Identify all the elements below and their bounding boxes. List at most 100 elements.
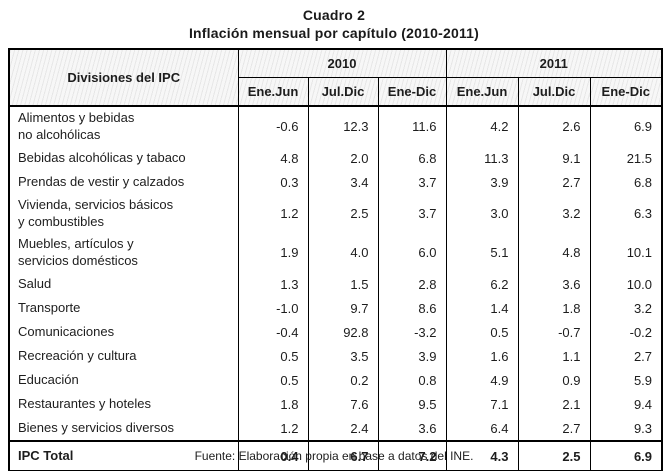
value-cell: 1.8 [517, 296, 590, 320]
period-header-row: Ene.Jun Jul.Dic Ene-Dic Ene.Jun Jul.Dic … [9, 77, 663, 107]
table-header: Divisiones del IPC 2010 2011 Ene.Jun Jul… [9, 49, 663, 107]
table-row: Vivienda, servicios básicos y combustibl… [9, 194, 663, 233]
value-cell: 3.7 [377, 194, 446, 233]
inflation-table: Divisiones del IPC 2010 2011 Ene.Jun Jul… [8, 48, 664, 471]
value-cell: -1.0 [237, 296, 308, 320]
value-cell: 3.4 [307, 170, 378, 194]
value-cell: 9.4 [589, 392, 663, 416]
value-cell: 10.1 [589, 233, 663, 272]
value-cell: 3.5 [307, 344, 378, 368]
value-cell: 0.5 [237, 344, 308, 368]
table-row: Bienes y servicios diversos 1.2 2.4 3.6 6.4 2… [9, 416, 663, 441]
value-cell: 3.2 [517, 194, 590, 233]
table-row: Bebidas alcohólicas y tabaco 4.8 2.0 6.8 11.… [9, 146, 663, 170]
row-label: Recreación y cultura [18, 347, 137, 363]
value-cell: 2.7 [589, 344, 663, 368]
value-cell: 1.2 [237, 194, 308, 233]
total-value-cell: 2.5 [517, 440, 590, 471]
value-cell: 2.8 [377, 272, 446, 296]
table-row: Educación 0.5 0.2 0.8 4.9 0.9 5.9 [9, 368, 663, 392]
value-cell: 1.5 [307, 272, 378, 296]
value-cell: 6.8 [589, 170, 663, 194]
subheader-2011-enedic: Ene-Dic [589, 77, 663, 107]
value-cell: 2.7 [517, 170, 590, 194]
value-cell: 1.6 [445, 344, 518, 368]
value-cell: 6.3 [589, 194, 663, 233]
total-row-label: IPC Total [9, 440, 238, 471]
title-caption: Cuadro 2 [302, 7, 366, 23]
table-row: Salud 1.3 1.5 2.8 6.2 3.6 10.0 [9, 272, 663, 296]
value-cell: 2.6 [517, 106, 590, 146]
table-title: Cuadro 2 Inflación mensual por capítulo … [0, 0, 668, 42]
table-row: Alimentos y bebidas no alcohólicas -0.6 12… [9, 106, 663, 146]
value-cell: 7.6 [307, 392, 378, 416]
total-value-cell: 6.7 [307, 440, 378, 471]
value-cell: 4.8 [517, 233, 590, 272]
value-cell: 21.5 [589, 146, 663, 170]
row-label: Comunicaciones [18, 323, 115, 339]
row-label: Prendas de vestir y calzados [18, 173, 185, 189]
value-cell: 1.3 [237, 272, 308, 296]
row-label: Alimentos y bebidas no alcohólicas [18, 110, 135, 142]
total-row: IPC Total 0.4 6.7 7.2 4.3 2.5 6.9 [9, 440, 663, 471]
value-cell: 1.4 [445, 296, 518, 320]
value-cell: 3.6 [517, 272, 590, 296]
value-cell: 0.3 [237, 170, 308, 194]
row-label: Bienes y servicios diversos [18, 419, 175, 435]
row-label: Educación [18, 371, 79, 387]
value-cell: 6.2 [445, 272, 518, 296]
year-header-row: Divisiones del IPC 2010 2011 [9, 49, 663, 107]
value-cell: 9.7 [307, 296, 378, 320]
table-row: Recreación y cultura 0.5 3.5 3.9 1.6 1.1 2.7 [9, 344, 663, 368]
value-cell: 2.1 [517, 392, 590, 416]
value-cell: 12.3 [307, 106, 378, 146]
value-cell: 5.9 [589, 368, 663, 392]
value-cell: 0.5 [445, 320, 518, 344]
total-value-cell: 0.4 [237, 440, 308, 471]
value-cell: 3.2 [589, 296, 663, 320]
value-cell: 11.6 [377, 106, 446, 146]
table-body: Alimentos y bebidas no alcohólicas -0.6 12… [9, 106, 663, 471]
total-value-cell: 6.9 [589, 440, 663, 471]
column-header-divisiones: Divisiones del IPC [9, 49, 239, 107]
value-cell: 0.5 [237, 368, 308, 392]
table-row: Muebles, artículos y servicios doméstico… [9, 233, 663, 272]
row-label: Salud [18, 275, 52, 291]
value-cell: -0.4 [237, 320, 308, 344]
value-cell: 3.9 [445, 170, 518, 194]
value-cell: 3.6 [377, 416, 446, 441]
value-cell: 3.0 [445, 194, 518, 233]
value-cell: 10.0 [589, 272, 663, 296]
value-cell: 3.9 [377, 344, 446, 368]
value-cell: 2.5 [307, 194, 378, 233]
subheader-2011-enejun: Ene.Jun [445, 77, 518, 107]
value-cell: 4.0 [307, 233, 378, 272]
value-cell: 1.1 [517, 344, 590, 368]
value-cell: -0.7 [517, 320, 590, 344]
value-cell: 92.8 [307, 320, 378, 344]
value-cell: -3.2 [377, 320, 446, 344]
subheader-2011-juldic: Jul.Dic [517, 77, 590, 107]
value-cell: 7.1 [445, 392, 518, 416]
value-cell: 0.2 [307, 368, 378, 392]
value-cell: -0.6 [237, 106, 308, 146]
subheader-2010-enejun: Ene.Jun [237, 77, 308, 107]
value-cell: 6.0 [377, 233, 446, 272]
value-cell: 0.8 [377, 368, 446, 392]
value-cell: 4.9 [445, 368, 518, 392]
value-cell: 5.1 [445, 233, 518, 272]
year-group-2010: 2010 [237, 49, 446, 78]
value-cell: 1.8 [237, 392, 308, 416]
year-group-2011: 2011 [445, 49, 663, 78]
value-cell: 1.9 [237, 233, 308, 272]
row-label: Transporte [18, 299, 81, 315]
value-cell: 9.1 [517, 146, 590, 170]
value-cell: 11.3 [445, 146, 518, 170]
subheader-2010-juldic: Jul.Dic [307, 77, 378, 107]
table-row: Prendas de vestir y calzados 0.3 3.4 3.7 3.9… [9, 170, 663, 194]
value-cell: 4.8 [237, 146, 308, 170]
value-cell: 2.7 [517, 416, 590, 441]
subheader-2010-enedic: Ene-Dic [377, 77, 446, 107]
value-cell: 4.2 [445, 106, 518, 146]
